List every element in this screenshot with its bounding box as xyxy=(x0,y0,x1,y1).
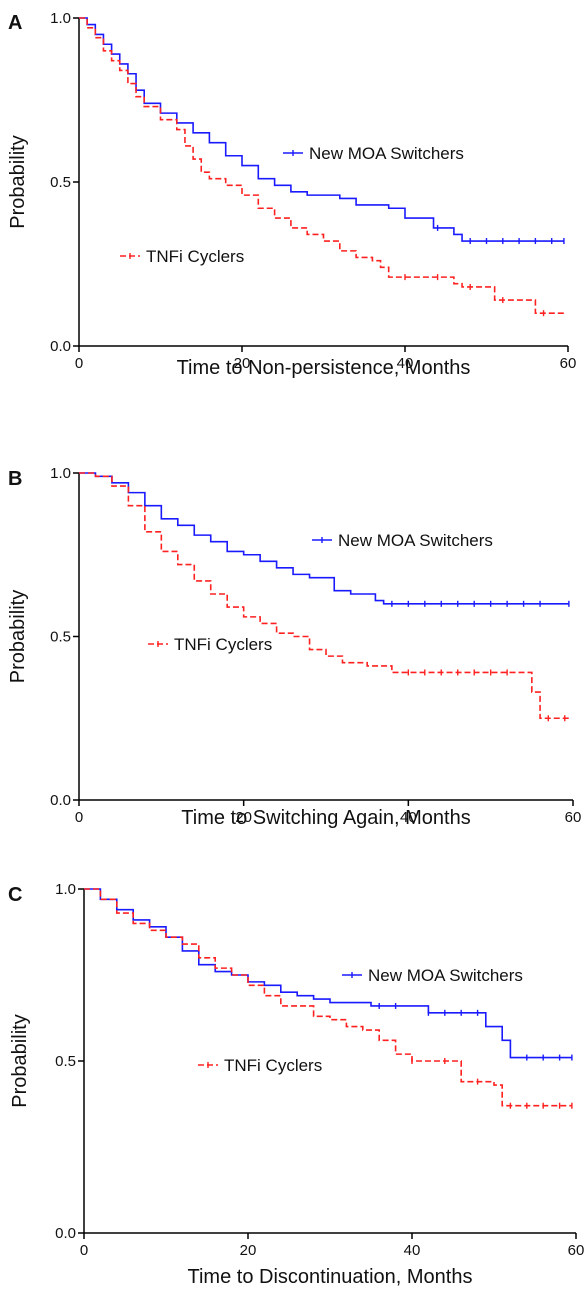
km-chart-c: 0 20 40 60 0.0 0.5 1.0 Time to Discontinuation,… xyxy=(9,881,585,1288)
panel-letter: C xyxy=(8,884,23,906)
legend-label: New MOA Switchers xyxy=(368,966,523,985)
x-tick-label: 40 xyxy=(400,809,417,826)
panel-a: A 0 20 40 60 0.0 0.5 1.0 Time to Non-persistenc… xyxy=(0,0,587,415)
x-tick-label: 0 xyxy=(75,809,83,826)
km-chart-b: 0 20 40 60 0.0 0.5 1.0 Time to Switching Again,… xyxy=(7,465,582,829)
legend-label: TNFi Cyclers xyxy=(224,1056,322,1075)
x-tick-label: 20 xyxy=(234,355,251,372)
km-chart-a: 0 20 40 60 0.0 0.5 1.0 Time to Non-persistence,… xyxy=(7,10,577,379)
series-line-new-moa xyxy=(84,888,572,1059)
legend-label: TNFi Cyclers xyxy=(146,247,244,266)
x-tick-label: 20 xyxy=(240,1242,257,1259)
panel-letter: A xyxy=(8,12,23,34)
panel-c: C 0 20 40 60 0.0 0.5 1.0 Time to Discontinuatio… xyxy=(0,860,587,1307)
x-axis-title: Time to Discontinuation, Months xyxy=(188,1266,473,1288)
x-tick-label: 0 xyxy=(75,355,83,372)
y-axis-title: Probability xyxy=(7,590,29,683)
y-axis-title: Probability xyxy=(9,1014,31,1107)
legend-label: TNFi Cyclers xyxy=(174,635,272,654)
y-tick-label: 0.5 xyxy=(50,174,71,191)
legend-label: New MOA Switchers xyxy=(338,531,493,550)
series-line-tnfi xyxy=(79,17,564,314)
y-tick-label: 0.0 xyxy=(55,1225,76,1242)
y-tick-label: 1.0 xyxy=(50,465,71,482)
series-line-new-moa xyxy=(79,17,564,242)
series-line-tnfi xyxy=(84,888,572,1107)
panel-letter: B xyxy=(8,468,23,490)
y-tick-label: 1.0 xyxy=(55,881,76,898)
x-axis-title: Time to Switching Again, Months xyxy=(181,807,470,829)
x-tick-label: 0 xyxy=(80,1242,88,1259)
y-tick-label: 0.0 xyxy=(50,792,71,809)
x-tick-label: 40 xyxy=(404,1242,421,1259)
y-tick-label: 0.5 xyxy=(55,1053,76,1070)
series-line-new-moa xyxy=(79,472,569,605)
x-tick-label: 20 xyxy=(235,809,252,826)
y-tick-label: 0.0 xyxy=(50,338,71,355)
series-line-tnfi xyxy=(79,472,569,720)
x-axis-title: Time to Non-persistence, Months xyxy=(177,357,471,379)
x-tick-label: 60 xyxy=(565,809,582,826)
x-tick-label: 60 xyxy=(568,1242,585,1259)
panel-b: B 0 20 40 60 0.0 0.5 1.0 Time to Switching Agai… xyxy=(0,432,587,847)
y-tick-label: 1.0 xyxy=(50,10,71,27)
x-tick-label: 60 xyxy=(560,355,577,372)
x-tick-label: 40 xyxy=(397,355,414,372)
y-axis-title: Probability xyxy=(7,135,29,228)
y-tick-label: 0.5 xyxy=(50,629,71,646)
legend-label: New MOA Switchers xyxy=(309,144,464,163)
